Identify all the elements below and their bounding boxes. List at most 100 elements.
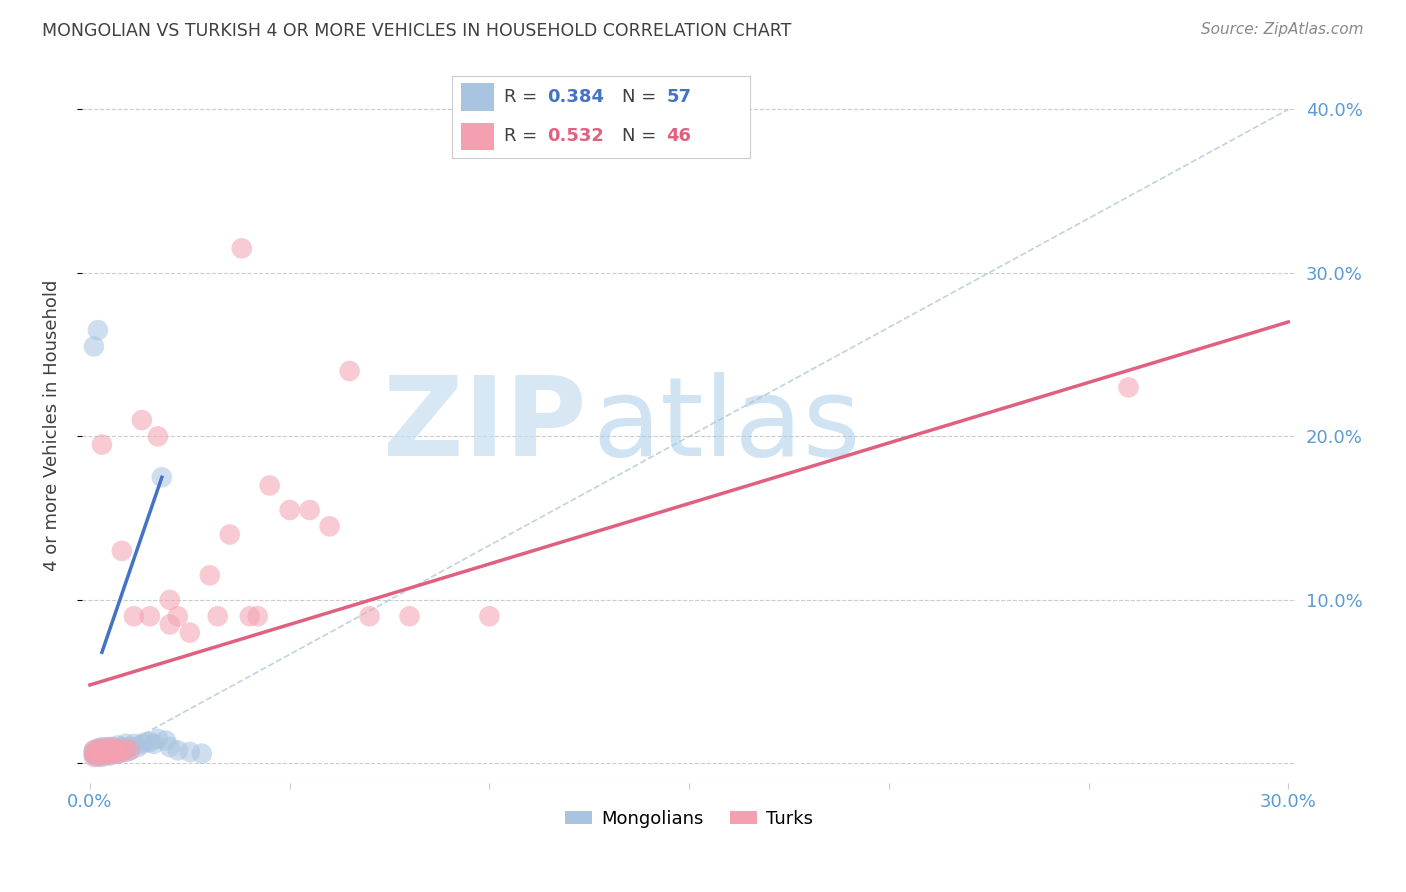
Point [83,747,105,761]
Point [298,503,321,517]
Point [131,737,153,751]
Point [94,747,117,761]
Point [198,568,221,582]
Point [98,747,121,761]
Point [107,741,129,756]
Point [139,609,162,624]
Point [159,740,181,755]
Point [90,745,112,759]
Point [98,745,121,759]
Point [90,747,112,761]
Point [166,743,188,757]
Point [159,617,181,632]
Point [111,743,134,757]
Point [339,364,361,378]
Point [87,745,110,759]
Point [98,748,121,763]
Point [90,437,112,451]
Point [478,609,501,624]
Point [115,741,138,756]
Point [90,743,112,757]
Point [98,740,121,755]
Point [259,478,281,492]
Point [103,741,125,756]
Point [135,735,157,749]
Point [87,741,110,756]
Point [103,747,125,761]
Point [83,747,105,761]
Point [1118,380,1140,394]
Point [94,743,117,757]
Point [87,741,110,756]
Point [111,740,134,755]
Text: atlas: atlas [592,372,860,479]
Point [83,745,105,759]
Point [107,741,129,756]
Point [107,747,129,761]
Point [94,747,117,761]
Point [150,470,173,484]
Point [87,323,110,337]
Point [359,609,381,624]
Point [83,743,105,757]
Point [115,745,138,759]
Point [87,750,110,764]
Point [111,745,134,759]
Point [131,413,153,427]
Point [90,741,112,756]
Text: ZIP: ZIP [382,372,586,479]
Point [94,740,117,755]
Point [87,748,110,763]
Point [218,527,240,541]
Point [139,735,162,749]
Point [278,503,301,517]
Point [118,743,141,757]
Point [83,750,105,764]
Point [179,625,201,640]
Point [122,609,145,624]
Point [107,739,129,753]
Point [94,748,117,763]
Point [87,748,110,763]
Point [83,743,105,757]
Point [98,740,121,755]
Point [111,745,134,759]
Point [398,609,420,624]
Point [103,745,125,759]
Point [87,743,110,757]
Point [231,241,253,255]
Point [107,747,129,761]
Y-axis label: 4 or more Vehicles in Household: 4 or more Vehicles in Household [44,280,60,572]
Point [127,740,149,755]
Point [90,748,112,763]
Point [166,609,188,624]
Point [103,747,125,761]
Point [111,544,134,558]
Point [179,745,201,759]
Point [159,593,181,607]
Point [146,731,169,746]
Point [115,741,138,756]
Point [98,748,121,763]
Point [207,609,229,624]
Point [103,740,125,755]
Point [90,750,112,764]
Point [246,609,269,624]
Point [83,748,105,763]
Point [107,745,129,759]
Point [191,747,214,761]
Legend: Mongolians, Turks: Mongolians, Turks [558,802,821,835]
Point [118,740,141,755]
Point [118,743,141,757]
Text: MONGOLIAN VS TURKISH 4 OR MORE VEHICLES IN HOUSEHOLD CORRELATION CHART: MONGOLIAN VS TURKISH 4 OR MORE VEHICLES … [42,22,792,40]
Point [90,740,112,755]
Point [146,429,169,443]
Point [98,745,121,759]
Point [83,339,105,353]
Point [90,745,112,759]
Point [94,745,117,759]
Point [94,743,117,757]
Point [122,737,145,751]
Text: Source: ZipAtlas.com: Source: ZipAtlas.com [1201,22,1364,37]
Point [103,743,125,757]
